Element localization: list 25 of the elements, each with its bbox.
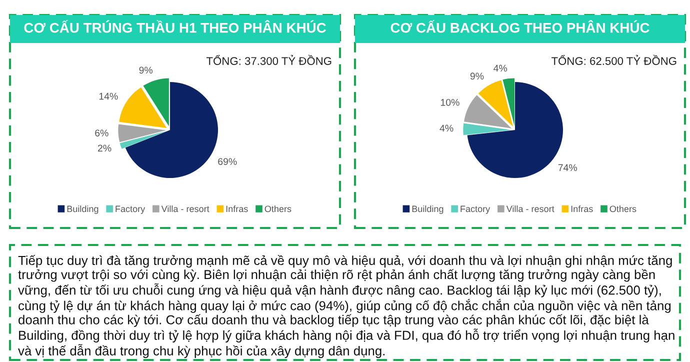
data-label: 10%: [440, 98, 460, 106]
data-label: 69%: [218, 158, 237, 165]
data-label: 74%: [558, 164, 577, 172]
data-label: 4%: [440, 124, 454, 132]
data-label: 9%: [470, 72, 484, 80]
chart-title: CƠ CẤU TRÚNG THẦU H1 THEO PHÂN KHÚC: [24, 20, 326, 33]
legend-label: Villa - resort: [161, 205, 210, 212]
chart-title: CƠ CẤU BACKLOG THEO PHÂN KHÚC: [390, 20, 650, 33]
legend-label: Infras: [571, 205, 593, 212]
chart-subtitle: TỔNG: 37.300 TỶ ĐỒNG: [206, 54, 332, 65]
data-label: 4%: [494, 64, 508, 72]
legend-label: Others: [610, 205, 636, 212]
legend-label: Others: [264, 205, 292, 212]
legend-label: Factory: [116, 206, 146, 214]
legend-label: Villa - resort: [506, 205, 554, 212]
data-label: 6%: [95, 130, 108, 136]
legend-label: Factory: [460, 206, 490, 214]
text: Tiếp tục duy trì đà tăng trưởng mạnh mẽ cả về quy mô và hiệu quả, với doanh thu và lợi nhuận ghi nhận mức tăng trưởng vượt trội so với cùng kỳ. Biên lợi nhuận cải thiện rõ rệt phản ánh chất lượng tăng trưởng ngày càng bền vững, đến từ tối ưu chuỗi cung ứng và hiệu quả vận hành được nâng cao. Backlog tái lập kỷ lục mới (62.500 tỷ), cùng tỷ lệ dự án từ khách hàng quay lại ở mức cao (94%), giúp củng cố độ chắc chắn của nguồn việc và nền tảng doanh thu cho các kỳ tới. Cơ cấu doanh thu và backlog tiếp tục tập trung vào các phân khúc cốt lõi, đặc biệt là Building, đồng thời duy trì tỷ lệ hợp lý giữa khách hàng nội địa và FDI, qua đó hỗ trợ triển vọng lợi nhuận trung hạn và vị thế dẫn đầu trong chu kỳ phục hồi của xây dựng dân dụng.: [18, 255, 674, 358]
data-label: 2%: [98, 144, 112, 152]
legend-label: Infras: [226, 205, 248, 212]
data-label: 9%: [139, 66, 153, 74]
legend-label: Building: [412, 205, 444, 214]
legend-label: Building: [67, 205, 98, 214]
data-label: 14%: [99, 92, 118, 100]
chart-subtitle: TỔNG: 62.500 TỶ ĐỒNG: [551, 54, 676, 65]
